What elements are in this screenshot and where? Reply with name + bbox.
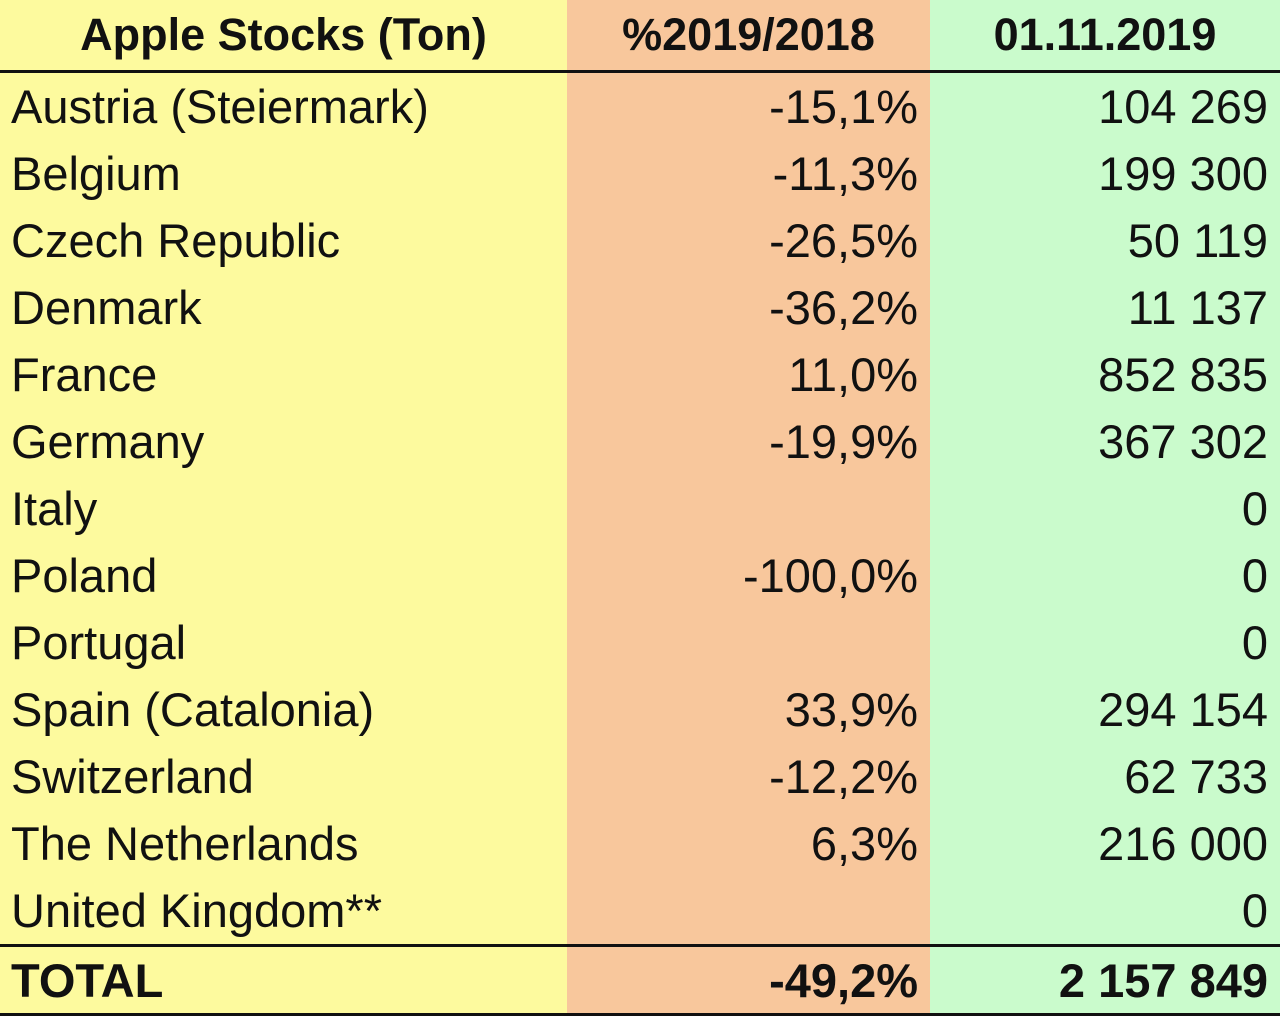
table-row: Spain (Catalonia) 33,9% 294 154 xyxy=(0,676,1280,743)
country-cell: Poland xyxy=(11,549,158,602)
table-row: Italy 0 xyxy=(0,475,1280,542)
change-cell: 6,3% xyxy=(810,817,918,870)
table-row: Switzerland -12,2% 62 733 xyxy=(0,743,1280,810)
table-row: Belgium -11,3% 199 300 xyxy=(0,140,1280,207)
stock-cell: 0 xyxy=(1241,884,1268,937)
country-cell: The Netherlands xyxy=(11,817,359,870)
stock-cell: 367 302 xyxy=(1098,415,1268,468)
country-cell: Denmark xyxy=(11,281,202,334)
table-row: The Netherlands 6,3% 216 000 xyxy=(0,810,1280,877)
stock-cell: 0 xyxy=(1241,549,1268,602)
country-cell: Italy xyxy=(11,482,98,535)
stock-cell: 216 000 xyxy=(1098,817,1268,870)
stock-cell: 0 xyxy=(1241,482,1268,535)
country-column-bg xyxy=(0,0,567,1016)
total-row: TOTAL -49,2% 2 157 849 xyxy=(0,944,1280,1016)
stock-cell: 0 xyxy=(1241,616,1268,669)
stock-cell: 852 835 xyxy=(1098,348,1268,401)
stock-cell: 199 300 xyxy=(1098,147,1268,200)
table-row: France 11,0% 852 835 xyxy=(0,341,1280,408)
stock-cell: 62 733 xyxy=(1124,750,1268,803)
country-cell: Portugal xyxy=(11,616,187,669)
stock-cell: 294 154 xyxy=(1098,683,1268,736)
stock-column-bg xyxy=(930,0,1280,1016)
table-row: Germany -19,9% 367 302 xyxy=(0,408,1280,475)
stock-cell: 104 269 xyxy=(1098,80,1268,133)
table-header: Apple Stocks (Ton) %2019/2018 01.11.2019 xyxy=(0,0,1280,73)
country-cell: France xyxy=(11,348,158,401)
change-column-bg xyxy=(567,0,930,1016)
change-cell: -100,0% xyxy=(742,549,918,602)
change-cell: -36,2% xyxy=(769,281,918,334)
total-change: -49,2% xyxy=(769,953,918,1007)
stock-cell: 11 137 xyxy=(1127,281,1268,334)
total-stock: 2 157 849 xyxy=(1058,953,1268,1007)
country-cell: Germany xyxy=(11,415,205,468)
change-cell: -12,2% xyxy=(769,750,918,803)
country-cell: Czech Republic xyxy=(11,214,341,267)
header-stock: 01.11.2019 xyxy=(993,9,1217,60)
change-cell: -19,9% xyxy=(769,415,918,468)
change-cell: 33,9% xyxy=(784,683,918,736)
table-row: Austria (Steiermark) -15,1% 104 269 xyxy=(0,73,1280,140)
total-label: TOTAL xyxy=(11,953,164,1007)
table-row: United Kingdom** 0 xyxy=(0,877,1280,944)
stock-cell: 50 119 xyxy=(1127,214,1268,267)
country-cell: Belgium xyxy=(11,147,181,200)
change-cell: 11,0% xyxy=(788,348,918,401)
country-cell: United Kingdom** xyxy=(11,884,382,937)
table-row: Portugal 0 xyxy=(0,609,1280,676)
header-country: Apple Stocks (Ton) xyxy=(80,9,487,60)
country-cell: Spain (Catalonia) xyxy=(11,683,375,736)
change-cell: -11,3% xyxy=(772,147,918,200)
header-change: %2019/2018 xyxy=(622,9,875,60)
change-cell: -15,1% xyxy=(769,80,918,133)
table-row: Czech Republic -26,5% 50 119 xyxy=(0,207,1280,274)
table-body: Austria (Steiermark) -15,1% 104 269 Belgium… xyxy=(0,73,1280,944)
country-cell: Switzerland xyxy=(11,750,254,803)
country-cell: Austria (Steiermark) xyxy=(11,80,429,133)
change-cell: -26,5% xyxy=(769,214,918,267)
table-row: Poland -100,0% 0 xyxy=(0,542,1280,609)
table-row: Denmark -36,2% 11 137 xyxy=(0,274,1280,341)
